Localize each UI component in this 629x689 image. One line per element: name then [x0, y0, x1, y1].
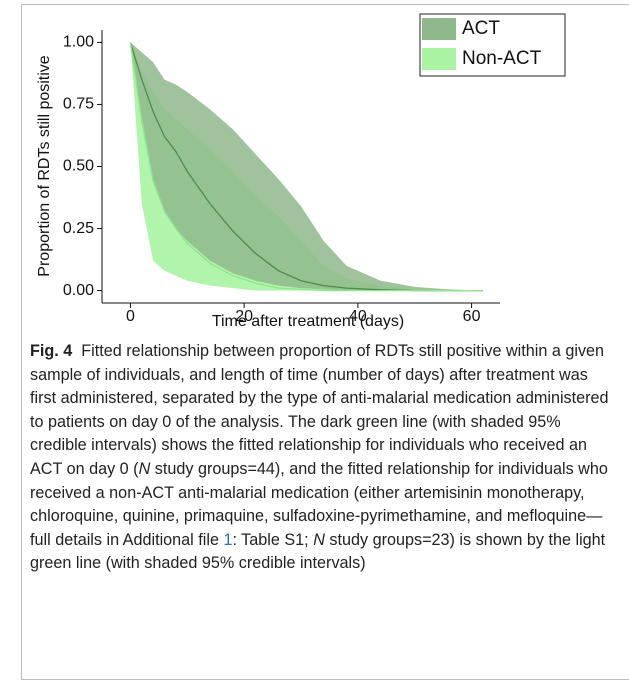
caption-italic: N [313, 530, 325, 549]
caption-italic: N [138, 459, 151, 478]
credible-band [130, 42, 483, 291]
x-tick-label: 40 [349, 308, 367, 325]
legend-swatch [422, 48, 456, 70]
legend-label: Non-ACT [462, 48, 542, 69]
y-tick-label: 0.00 [63, 282, 94, 299]
caption-link[interactable]: 1 [223, 530, 233, 549]
x-tick-label: 20 [235, 308, 253, 325]
x-tick-label: 0 [126, 308, 135, 325]
caption-text: study groups=23) is shown by the light g… [30, 530, 606, 573]
fitted-line [129, 42, 483, 292]
y-tick-label: 1.00 [63, 34, 94, 51]
y-tick-label: 0.25 [63, 220, 94, 237]
legend-swatch [422, 18, 456, 40]
caption-text: study groups=44), and the fitted relatio… [30, 459, 608, 549]
caption-text: Fitted relationship between proportion o… [30, 342, 609, 478]
x-axis-label: Time after treatment (days) [212, 313, 404, 330]
y-tick-label: 0.50 [63, 158, 94, 175]
caption-label: Fig. 4 [30, 342, 73, 360]
caption: Fig. 4 Fitted relationship between propo… [30, 340, 615, 576]
chart: Time after treatment (days) Proportion o… [36, 13, 566, 330]
caption-text: : Table S1; [232, 530, 314, 549]
x-tick-label: 60 [463, 308, 481, 325]
legend-label: ACT [462, 18, 500, 39]
y-tick-label: 0.75 [63, 96, 94, 113]
figure-frame [21, 4, 629, 680]
y-axis-label: Proportion of RDTs still positive [36, 55, 53, 277]
